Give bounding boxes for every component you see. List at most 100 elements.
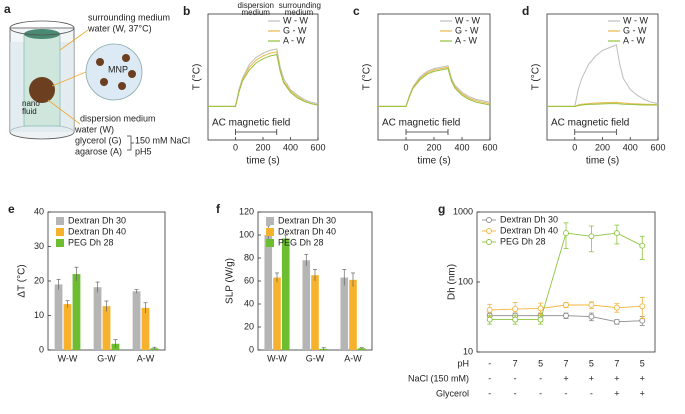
diagram-label: nano [22,99,40,108]
legend-label: A - W [455,35,478,45]
diagram-label: 150 mM NaCl [135,135,190,145]
data-point [613,230,620,237]
y-tick-label: 0 [39,344,44,354]
data-point [613,318,620,325]
bar [264,235,273,350]
panel-label: g [438,202,445,216]
legend-label: W - W [455,15,480,25]
diagram-label: agarose (A) [75,146,122,156]
x-tick-label: 400 [454,142,469,152]
panel-label: f [216,202,221,216]
row-value: - [539,373,542,383]
row-label: pH [457,358,469,368]
x-tick-label: A-W [344,353,362,363]
panel-label: a [4,2,11,16]
row-value: 5 [640,358,645,368]
leader-line [59,29,89,51]
y-tick-label: 40 [34,206,44,216]
bar [93,287,102,350]
row-value: 7 [513,358,518,368]
x-tick-label: A-W [137,353,155,363]
data-point [486,306,493,313]
y-tick-label: 20 [244,321,254,331]
panel-label: b [183,4,190,18]
legend-label: Dextran Dh 40 [68,226,126,236]
data-point [512,316,519,323]
panel-label: e [8,202,15,216]
row-value: - [539,388,542,398]
row-value: + [563,373,568,383]
bracket [127,135,134,151]
legend-label: G - W [283,25,307,35]
particle [128,70,136,78]
legend-label: Dextran Dh 40 [278,226,336,236]
x-tick-label: G-W [306,353,325,363]
bar [349,279,357,350]
data-point [563,302,569,308]
y-tick-label: 20 [34,275,44,285]
x-tick-label: 0 [403,142,408,152]
annotation: AC magnetic field [382,118,460,129]
legend-label: A - W [623,35,646,45]
diagram-label: dispersion medium [80,113,156,123]
leader-line [47,99,81,125]
bar [357,348,366,350]
legend-label: W - W [283,15,308,25]
x-tick-label: 400 [283,142,298,152]
x-tick-label: 200 [426,142,441,152]
x-tick-label: 0 [572,142,577,152]
y-axis-label: Dh (nm) [447,264,458,300]
bar [72,274,81,350]
x-tick-label: 600 [310,142,325,152]
y-tick-label: 10 [463,346,473,356]
row-value: 5 [589,358,594,368]
x-tick-label: 600 [650,142,665,152]
diagram-label: surrounding medium [88,12,170,22]
diagram-label: pH5 [135,146,152,156]
legend-label: Dextran Dh 30 [500,214,558,224]
legend-swatch [266,228,274,236]
row-value: 7 [563,358,568,368]
row-value: + [614,388,619,398]
row-value: + [640,388,645,398]
diagram-label: glycerol (G) [75,135,122,145]
bar [132,291,141,350]
diagram-label: MNP [108,64,128,74]
particle [96,58,104,66]
data-line [547,44,659,107]
x-axis-label: time (s) [417,156,450,167]
data-point [537,305,544,312]
row-label: NaCl (150 mM) [408,373,469,383]
y-tick-label: 80 [244,252,254,262]
y-tick-label: 60 [244,275,254,285]
row-value: - [488,358,491,368]
x-tick-label: 200 [255,142,270,152]
x-tick-label: 400 [623,142,638,152]
particle [122,54,130,62]
y-axis-label: SLP (W/g) [225,258,236,304]
leader-line [51,71,87,87]
data-point [563,230,569,237]
data-line [547,103,658,107]
diagram: a nano fluid surrounding medium water (W… [4,2,190,156]
y-axis-label: ΔT (°C) [17,264,28,297]
data-line [378,68,491,107]
row-label: Glycerol [436,388,469,398]
data-point [613,304,620,311]
annotation: AC magnetic field [551,118,629,129]
beaker-top [9,20,75,36]
y-axis-label: T (°C) [531,64,542,91]
data-point [563,312,569,319]
data-line [208,54,319,107]
legend-label: W - W [623,15,648,25]
y-tick-label: 100 [239,229,254,239]
data-point [639,242,646,249]
row-value: 5 [538,358,543,368]
row-value: 7 [614,358,619,368]
annotation: medium [242,8,271,17]
legend-marker [486,228,492,234]
legend-label: PEG Dh 28 [68,237,114,247]
y-tick-label: 10 [34,310,44,320]
row-value: - [514,373,517,383]
